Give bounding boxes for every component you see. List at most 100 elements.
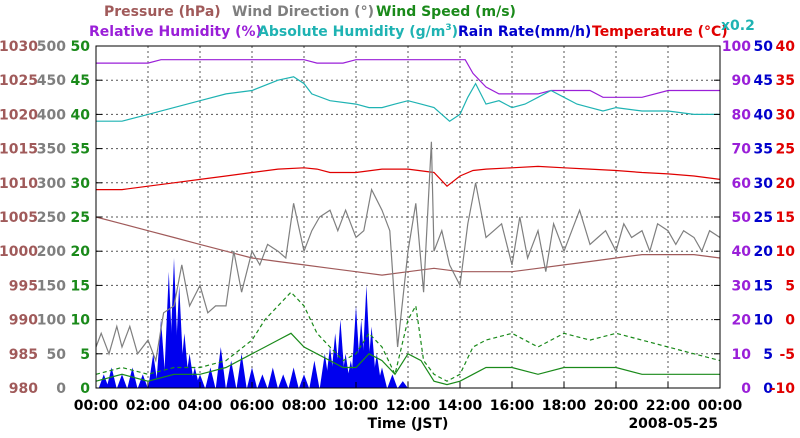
wind-dir-tick-label: 300 [37,176,66,192]
rain-bar [215,346,226,388]
tick-marks [95,45,721,389]
rain-bar [236,353,247,388]
temp-tick-label: 25 [776,142,795,158]
rain-bar [117,374,127,388]
temp-tick-label: 10 [776,244,796,260]
rain-bar [397,381,408,388]
wind-speed-tick-label: 15 [71,278,90,294]
wind-dir-tick-label: 0 [56,381,66,397]
rain-bar [335,319,346,388]
wind-dir-tick-label: 500 [37,39,66,55]
temp-tick-label: 35 [776,73,795,89]
temperature-line [96,165,721,191]
left-axes: 1030102510201015101010051000995990985980… [0,39,90,397]
legend-temperature-unit: °C [704,24,721,40]
rh-tick-label: 20 [732,313,752,329]
legend-relative-humidity: Relative Humidity (%) [89,24,262,40]
x-tick-label: 02:00 [126,398,171,414]
wind-dir-tick-label: 400 [37,107,66,123]
legend-temperature: Temperature (°C) [592,24,728,40]
wind-dir-tick-label: 150 [37,278,66,294]
wind-speed-tick-label: 5 [80,347,90,363]
rh-tick-label: 30 [732,278,752,294]
rain-tick-label: 5 [763,347,773,363]
x-tick-label: 16:00 [490,398,535,414]
wind-speed-tick-label: 50 [71,39,91,55]
rain-tick-label: 20 [754,244,774,260]
pressure-tick-label: 1000 [0,244,38,260]
rain-bar [288,367,299,388]
x-tick-label: 00:00 [74,398,119,414]
x-tick-label: 20:00 [594,398,639,414]
rain-series [98,258,408,388]
legend-pressure: Pressure (hPa) [104,4,221,20]
rain-bar [278,374,289,388]
x-tick-label: 18:00 [542,398,587,414]
pressure-tick-label: 1025 [0,73,38,89]
rain-tick-label: 0 [763,381,773,397]
rain-bar [127,367,138,388]
rh-tick-label: 80 [732,107,752,123]
temp-tick-label: 0 [785,313,795,329]
rain-tick-label: 15 [754,278,773,294]
rain-bar [257,374,268,388]
rain-bar [137,374,148,388]
wind-speed-tick-label: 20 [71,244,91,260]
rain-bar [299,374,309,388]
wind-speed-tick-label: 0 [80,381,90,397]
pressure-tick-label: 1015 [0,142,38,158]
x-tick-label: 14:00 [438,398,483,414]
wind-dir-tick-label: 450 [37,73,66,89]
wind-dir-tick-label: 50 [47,347,67,363]
x-tick-label: 12:00 [386,398,431,414]
pressure-tick-label: 990 [9,313,38,329]
temp-tick-label: 20 [776,176,796,192]
rain-bar [205,367,216,388]
wind-speed-tick-label: 45 [71,73,90,89]
rh-tick-label: 0 [741,381,751,397]
rain-tick-label: 45 [754,73,773,89]
rain-bar [174,285,185,388]
temp-tick-label: -5 [779,347,795,363]
rain-bar [226,360,237,388]
rain-tick-label: 35 [754,142,773,158]
pressure-tick-label: 1020 [0,107,38,123]
pressure-tick-label: 985 [9,347,38,363]
rh-tick-label: 90 [732,73,752,89]
temp-tick-label: 40 [776,39,796,55]
chart-date: 2008-05-25 [628,416,718,432]
rh-tick-label: 10 [732,347,752,363]
pressure-tick-label: 1010 [0,176,38,192]
x-axis-label: Time (JST) [368,416,449,432]
x-tick-label: 08:00 [282,398,327,414]
pressure-line [95,216,721,276]
rain-tick-label: 25 [754,210,773,226]
pressure-tick-label: 1030 [0,39,38,55]
rain-tick-label: 50 [754,39,774,55]
right-axes: 1009080706050403020100504540353025201510… [722,39,795,397]
x-tick-label: 06:00 [230,398,275,414]
wind-speed-line [95,291,721,382]
temp-tick-label: 30 [776,107,796,123]
x-tick-label: 22:00 [646,398,691,414]
x-tick-label: 00:00 [698,398,743,414]
wind-speed-tick-label: 35 [71,142,90,158]
legend-absolute-humidity-sup: 3 [445,23,451,33]
legend-absolute-humidity: Absolute Humidity (g/m3) [258,23,458,40]
rain-tick-label: 30 [754,176,774,192]
rh-tick-label: 100 [722,39,751,55]
x-tick-label: 10:00 [334,398,379,414]
rh-tick-label: 40 [732,244,752,260]
temp-tick-label: -10 [770,381,796,397]
legend-wind-direction: Wind Direction (°) [232,4,374,20]
pressure-tick-label: 1005 [0,210,38,226]
wind-dir-tick-label: 250 [37,210,66,226]
absolute-humidity-x0-2-line [96,76,720,122]
legend: Pressure (hPa) Wind Direction (°) Wind S… [89,4,755,40]
temp-tick-label: 5 [785,278,795,294]
rain-tick-label: 10 [754,313,774,329]
wind-dir-tick-label: 200 [37,244,66,260]
rain-bar [106,367,117,388]
legend-ah-scale: x0.2 [721,18,755,34]
